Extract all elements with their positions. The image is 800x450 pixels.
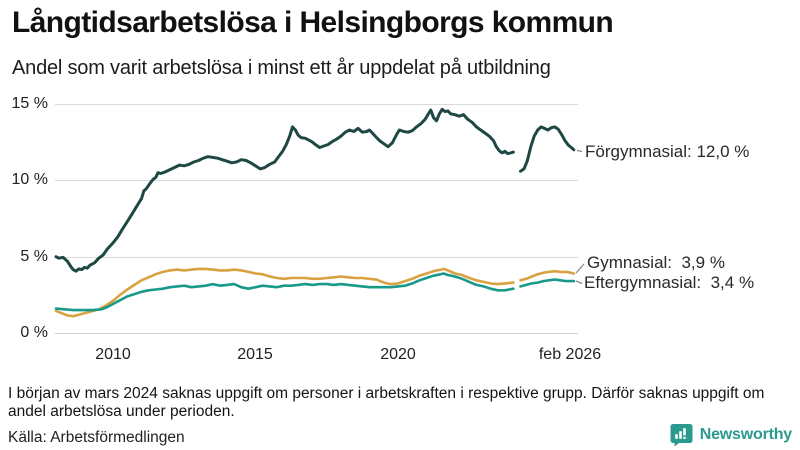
newsworthy-logo[interactable]: Newsworthy bbox=[670, 423, 792, 446]
chart-title: Långtidsarbetslösa i Helsingborgs kommun bbox=[12, 6, 614, 39]
series-label-gymnasial: Gymnasial: 3,9 % bbox=[587, 253, 725, 272]
gridline-0 bbox=[55, 333, 578, 334]
line-eftergymnasial-segment-2 bbox=[519, 278, 576, 288]
y-tick-10: 10 % bbox=[11, 171, 48, 188]
line-forgymnasial-segment-1 bbox=[54, 107, 515, 273]
x-tick-2015: 2015 bbox=[237, 346, 273, 363]
y-tick-5: 5 % bbox=[20, 248, 48, 265]
source-label: Källa: Arbetsförmedlingen bbox=[8, 429, 185, 446]
line-gymnasial-segment-2 bbox=[519, 269, 576, 282]
y-tick-0: 0 % bbox=[20, 324, 48, 341]
series-label-eftergymnasial: Eftergymnasial: 3,4 % bbox=[584, 273, 755, 292]
footnote-line-2: andel arbetslösa under perioden. bbox=[8, 403, 235, 420]
line-gymnasial-segment-1 bbox=[54, 267, 515, 318]
leader-gymnasial bbox=[575, 263, 585, 274]
gridline-5 bbox=[55, 257, 578, 258]
newsworthy-icon bbox=[670, 424, 693, 446]
leader-forgymnasial bbox=[576, 149, 583, 153]
x-tick-2010: 2010 bbox=[95, 346, 131, 363]
newsworthy-wordmark: Newsworthy bbox=[699, 425, 792, 443]
leader-eftergymnasial bbox=[575, 280, 583, 285]
x-tick-2020: 2020 bbox=[380, 346, 416, 363]
chart-subtitle: Andel som varit arbetslösa i minst ett å… bbox=[12, 57, 551, 79]
x-tick-feb2026: feb 2026 bbox=[538, 346, 602, 363]
gridline-10 bbox=[55, 180, 578, 181]
y-tick-15: 15 % bbox=[11, 95, 48, 112]
line-eftergymnasial-segment-1 bbox=[54, 272, 515, 312]
footnote-line-1: I början av mars 2024 saknas uppgift om … bbox=[8, 385, 765, 402]
series-label-forgymnasial: Förgymnasial: 12,0 % bbox=[585, 142, 750, 161]
line-forgymnasial-segment-2 bbox=[519, 125, 576, 173]
gridline-15 bbox=[55, 104, 578, 105]
